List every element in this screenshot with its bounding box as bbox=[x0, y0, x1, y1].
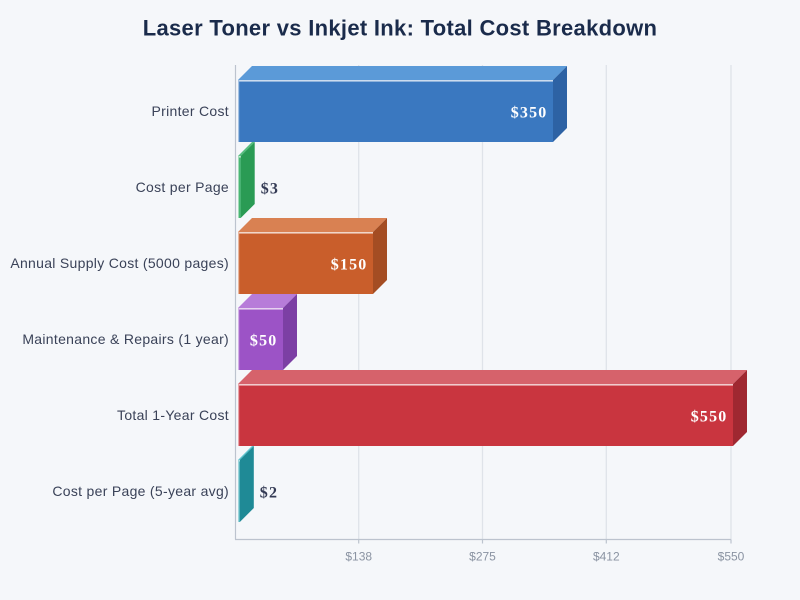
svg-text:$550: $550 bbox=[691, 409, 728, 426]
svg-text:Cost per Page: Cost per Page bbox=[136, 179, 229, 195]
svg-text:$412: $412 bbox=[593, 550, 620, 564]
svg-text:$2: $2 bbox=[260, 485, 278, 502]
svg-text:Annual Supply Cost (5000 pages: Annual Supply Cost (5000 pages) bbox=[10, 255, 229, 271]
svg-text:$275: $275 bbox=[469, 550, 496, 564]
svg-text:Cost per Page (5-year avg): Cost per Page (5-year avg) bbox=[52, 483, 229, 499]
svg-text:Laser Toner vs Inkjet Ink: Tot: Laser Toner vs Inkjet Ink: Total Cost Br… bbox=[143, 16, 658, 41]
svg-text:$50: $50 bbox=[250, 333, 278, 350]
svg-text:Printer Cost: Printer Cost bbox=[151, 103, 229, 119]
svg-text:$550: $550 bbox=[718, 550, 745, 564]
svg-text:Total 1-Year Cost: Total 1-Year Cost bbox=[117, 407, 229, 423]
svg-text:$138: $138 bbox=[345, 550, 372, 564]
svg-text:$150: $150 bbox=[331, 257, 368, 274]
svg-text:Maintenance & Repairs (1 year): Maintenance & Repairs (1 year) bbox=[22, 331, 229, 347]
svg-text:$350: $350 bbox=[511, 105, 548, 122]
svg-text:$3: $3 bbox=[261, 181, 279, 198]
